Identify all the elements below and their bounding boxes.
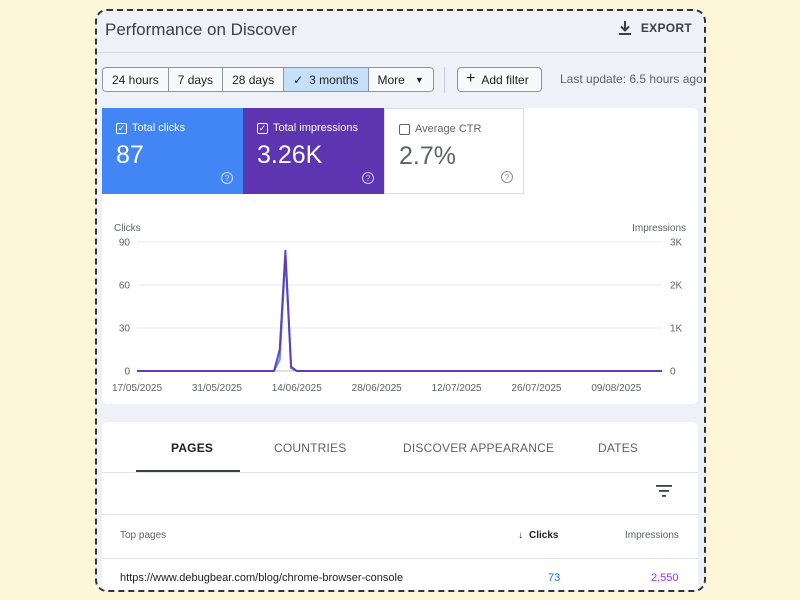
results-table-card: PAGES COUNTRIES DISCOVER APPEARANCE DATE… xyxy=(102,422,698,590)
left-tick-label: 90 xyxy=(119,238,131,249)
arrow-down-icon: ↓ xyxy=(518,530,523,541)
series-line-impressions xyxy=(137,249,662,372)
range-7-days-button[interactable]: 7 days xyxy=(168,68,224,91)
range-28-days-button[interactable]: 28 days xyxy=(223,68,285,91)
metric-label-row: ✓ Total clicks xyxy=(116,122,229,134)
page-title: Performance on Discover xyxy=(105,20,297,39)
left-tick-label: 30 xyxy=(119,324,131,335)
metric-label: Total clicks xyxy=(132,122,186,134)
column-header-impressions[interactable]: Impressions xyxy=(625,530,679,541)
help-icon[interactable]: ? xyxy=(501,171,513,183)
add-filter-button[interactable]: + Add filter xyxy=(457,67,542,92)
x-tick-label: 17/05/2025 xyxy=(112,383,162,394)
checkbox-checked-icon[interactable]: ✓ xyxy=(257,122,268,134)
x-tick-label: 26/07/2025 xyxy=(511,383,561,394)
right-axis-title: Impressions xyxy=(632,223,686,234)
header: Performance on Discover EXPORT xyxy=(97,11,704,53)
metric-value: 87 xyxy=(116,141,144,169)
x-tick-label: 31/05/2025 xyxy=(192,383,242,394)
date-range-selector: 24 hours 7 days 28 days ✓ 3 months More … xyxy=(102,67,434,92)
export-label: EXPORT xyxy=(640,21,692,35)
table-row-impressions: 2,550 xyxy=(651,572,679,584)
x-tick-label: 09/08/2025 xyxy=(591,383,641,394)
right-tick-label: 0 xyxy=(670,367,676,378)
plus-icon: + xyxy=(466,69,476,87)
range-3-months-button[interactable]: ✓ 3 months xyxy=(284,68,369,91)
export-button[interactable]: EXPORT xyxy=(617,20,692,36)
range-label: 3 months xyxy=(309,72,359,87)
metric-value: 2.7% xyxy=(399,142,456,170)
help-icon[interactable]: ? xyxy=(221,172,233,184)
metric-label-row: ✓ Total impressions xyxy=(257,122,370,134)
check-icon: ✓ xyxy=(293,72,304,87)
metric-cards: ✓ Total clicks 87 ? ✓ Total impressions … xyxy=(102,108,698,194)
divider xyxy=(102,514,698,515)
metric-card-total-impressions[interactable]: ✓ Total impressions 3.26K ? xyxy=(243,108,384,194)
left-tick-label: 0 xyxy=(124,367,130,378)
divider xyxy=(444,67,445,93)
right-tick-label: 2K xyxy=(670,281,683,292)
divider xyxy=(102,558,698,559)
caret-down-icon: ▼ xyxy=(414,74,424,85)
table-row-clicks: 73 xyxy=(548,572,561,584)
x-tick-label: 12/07/2025 xyxy=(432,383,482,394)
metric-label: Total impressions xyxy=(273,122,358,134)
left-tick-label: 60 xyxy=(119,281,131,292)
range-label: 24 hours xyxy=(112,72,159,87)
last-update-text: Last update: 6.5 hours ago xyxy=(560,72,703,86)
chart-svg: Clicks Impressions 0 30 60 90 0 1K 2K 3K 17/05/202… xyxy=(112,223,686,394)
tab-pages[interactable]: PAGES xyxy=(171,441,214,455)
right-tick-label: 1K xyxy=(670,324,683,335)
checkbox-checked-icon[interactable]: ✓ xyxy=(116,122,127,134)
performance-chart: Clicks Impressions 0 30 60 90 0 1K 2K 3K 17/05/202… xyxy=(102,194,698,404)
right-tick-label: 3K xyxy=(670,238,683,249)
left-axis-title: Clicks xyxy=(114,223,141,234)
range-24-hours-button[interactable]: 24 hours xyxy=(103,68,169,91)
tab-countries[interactable]: COUNTRIES xyxy=(274,441,347,455)
x-tick-label: 28/06/2025 xyxy=(352,383,402,394)
metric-value: 3.26K xyxy=(257,141,323,169)
more-ranges-dropdown[interactable]: More ▼ xyxy=(368,68,433,91)
table-row-page-url[interactable]: https://www.debugbear.com/blog/chrome-br… xyxy=(120,572,404,584)
metric-label-row: Average CTR xyxy=(399,123,509,135)
range-label: 28 days xyxy=(232,72,275,87)
tab-dates[interactable]: DATES xyxy=(598,441,639,455)
metric-label: Average CTR xyxy=(415,123,482,135)
metric-card-average-ctr[interactable]: Average CTR 2.7% ? xyxy=(384,108,524,194)
filter-list-icon[interactable] xyxy=(656,484,672,498)
metric-card-total-clicks[interactable]: ✓ Total clicks 87 ? xyxy=(102,108,243,194)
active-tab-indicator xyxy=(136,470,240,472)
checkbox-unchecked-icon[interactable] xyxy=(399,123,410,135)
download-icon xyxy=(618,21,631,35)
discover-performance-panel: Performance on Discover EXPORT 24 hours … xyxy=(95,9,706,592)
add-filter-label: Add filter xyxy=(481,72,529,87)
range-label: 7 days xyxy=(177,72,214,87)
column-header-label: Clicks xyxy=(529,530,559,541)
divider xyxy=(102,472,698,473)
column-header-clicks[interactable]: ↓ Clicks xyxy=(518,530,558,541)
series-line-clicks xyxy=(137,255,662,372)
column-header-top-pages: Top pages xyxy=(120,530,167,541)
x-tick-label: 14/06/2025 xyxy=(272,383,322,394)
tab-discover-appearance[interactable]: DISCOVER APPEARANCE xyxy=(403,441,555,455)
help-icon[interactable]: ? xyxy=(362,172,374,184)
more-label: More xyxy=(377,72,405,87)
